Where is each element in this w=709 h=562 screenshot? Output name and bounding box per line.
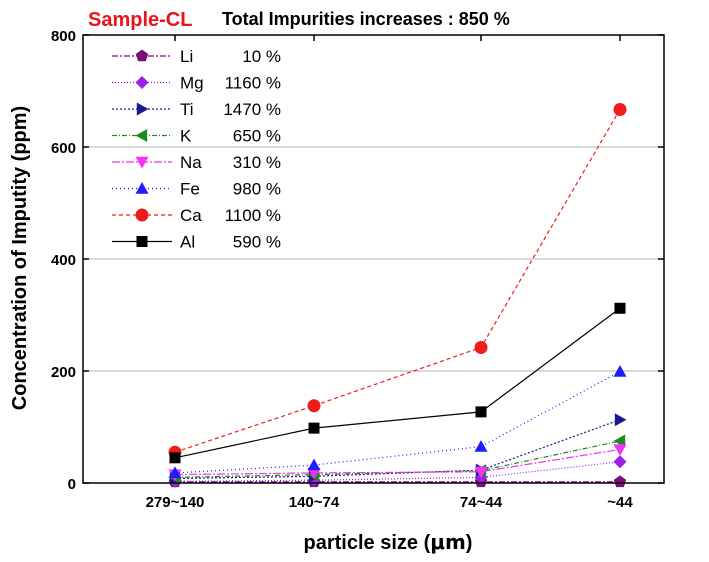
sample-label: Sample-CL [88, 9, 192, 31]
x-tick-label: ~44 [607, 494, 633, 511]
series-line-ca [174, 109, 621, 453]
legend-label: Li [180, 47, 193, 66]
legend-label: K [180, 127, 192, 146]
series-line-na [174, 448, 621, 476]
data-point-na [613, 444, 627, 456]
legend-increase: 980 % [233, 180, 281, 199]
data-point-fe [168, 466, 182, 479]
y-tick-label: 600 [51, 140, 76, 157]
data-point-al [308, 422, 320, 434]
legend-increase: 10 % [242, 47, 281, 66]
legend-marker [135, 182, 149, 194]
series-line-ti [174, 419, 621, 480]
data-point-fe [307, 458, 321, 471]
legend-marker [135, 129, 148, 142]
legend-label: Ca [180, 206, 202, 225]
data-point-mg [613, 455, 627, 469]
series-line-k [174, 440, 621, 478]
data-point-fe [613, 365, 627, 377]
series-line-fe [174, 371, 621, 474]
legend-label: Ti [180, 100, 194, 119]
y-axis-ticks: 0 200 400 600 800 [51, 28, 664, 493]
legend-entry-al: Al 590 % [112, 233, 281, 252]
legend-entry-li: Li 10 % [112, 47, 281, 66]
x-axis-label-suffix: ) [466, 532, 473, 554]
legend-increase: 590 % [233, 233, 281, 252]
data-point-ti [614, 413, 627, 427]
series-line-mg [174, 461, 621, 482]
legend-label: Na [180, 153, 202, 172]
data-point-na [307, 467, 321, 480]
legend: Li 10 % Mg 1160 % Ti 1470 % K 650 % Na 310 % Fe 980… [112, 47, 281, 252]
legend-entry-ti: Ti 1470 % [112, 100, 281, 119]
legend-increase: 1160 % [225, 74, 281, 93]
y-tick-label: 800 [51, 28, 76, 45]
data-point-ca [307, 399, 321, 413]
data-point-fe [474, 440, 488, 452]
legend-entry-fe: Fe 980 % [112, 180, 281, 199]
y-tick-label: 400 [51, 252, 76, 269]
legend-marker [135, 208, 149, 222]
series-line-al [174, 307, 621, 459]
total-impurities-text: Total Impurities increases : 850 % [222, 9, 510, 29]
y-tick-label: 200 [51, 364, 76, 381]
legend-marker [135, 76, 149, 89]
legend-entry-na: Na 310 % [112, 153, 281, 172]
data-point-al [169, 452, 181, 464]
series-li [168, 475, 627, 488]
data-point-al [475, 406, 487, 418]
series-fe [168, 365, 627, 479]
data-point-ca [474, 340, 488, 354]
x-axis-label: particle size (μm) [304, 530, 473, 554]
legend-increase: 1470 % [223, 100, 281, 119]
legend-marker [136, 236, 148, 247]
plot-frame [82, 34, 665, 484]
data-point-ca [613, 102, 627, 116]
legend-entry-mg: Mg 1160 % [112, 74, 281, 93]
data-point-al [614, 302, 626, 314]
legend-increase: 650 % [233, 127, 281, 146]
grid [83, 146, 664, 372]
legend-entry-k: K 650 % [112, 127, 281, 146]
legend-increase: 1100 % [225, 206, 281, 225]
legend-marker [136, 102, 149, 116]
legend-marker [135, 156, 149, 169]
y-axis-label: Concentration of Imputity (ppm) [9, 106, 31, 410]
legend-increase: 310 % [233, 153, 281, 172]
x-axis-label-unit: μm [430, 530, 466, 554]
y-tick-label: 0 [68, 476, 76, 493]
legend-label: Mg [180, 74, 204, 93]
series-al [169, 302, 626, 464]
data-point-li [613, 475, 627, 488]
x-tick-label: 74~44 [460, 494, 503, 511]
x-axis-label-prefix: particle size ( [304, 532, 431, 554]
series-lines [168, 102, 627, 488]
legend-entry-ca: Ca 1100 % [112, 206, 281, 225]
legend-marker [135, 49, 149, 62]
x-tick-label: 279~140 [146, 494, 205, 511]
x-axis-ticks: 279~140 140~74 74~44 ~44 [146, 35, 633, 511]
legend-label: Fe [180, 180, 200, 199]
data-point-na [474, 466, 488, 479]
legend-label: Al [180, 233, 195, 252]
x-tick-label: 140~74 [289, 494, 340, 511]
